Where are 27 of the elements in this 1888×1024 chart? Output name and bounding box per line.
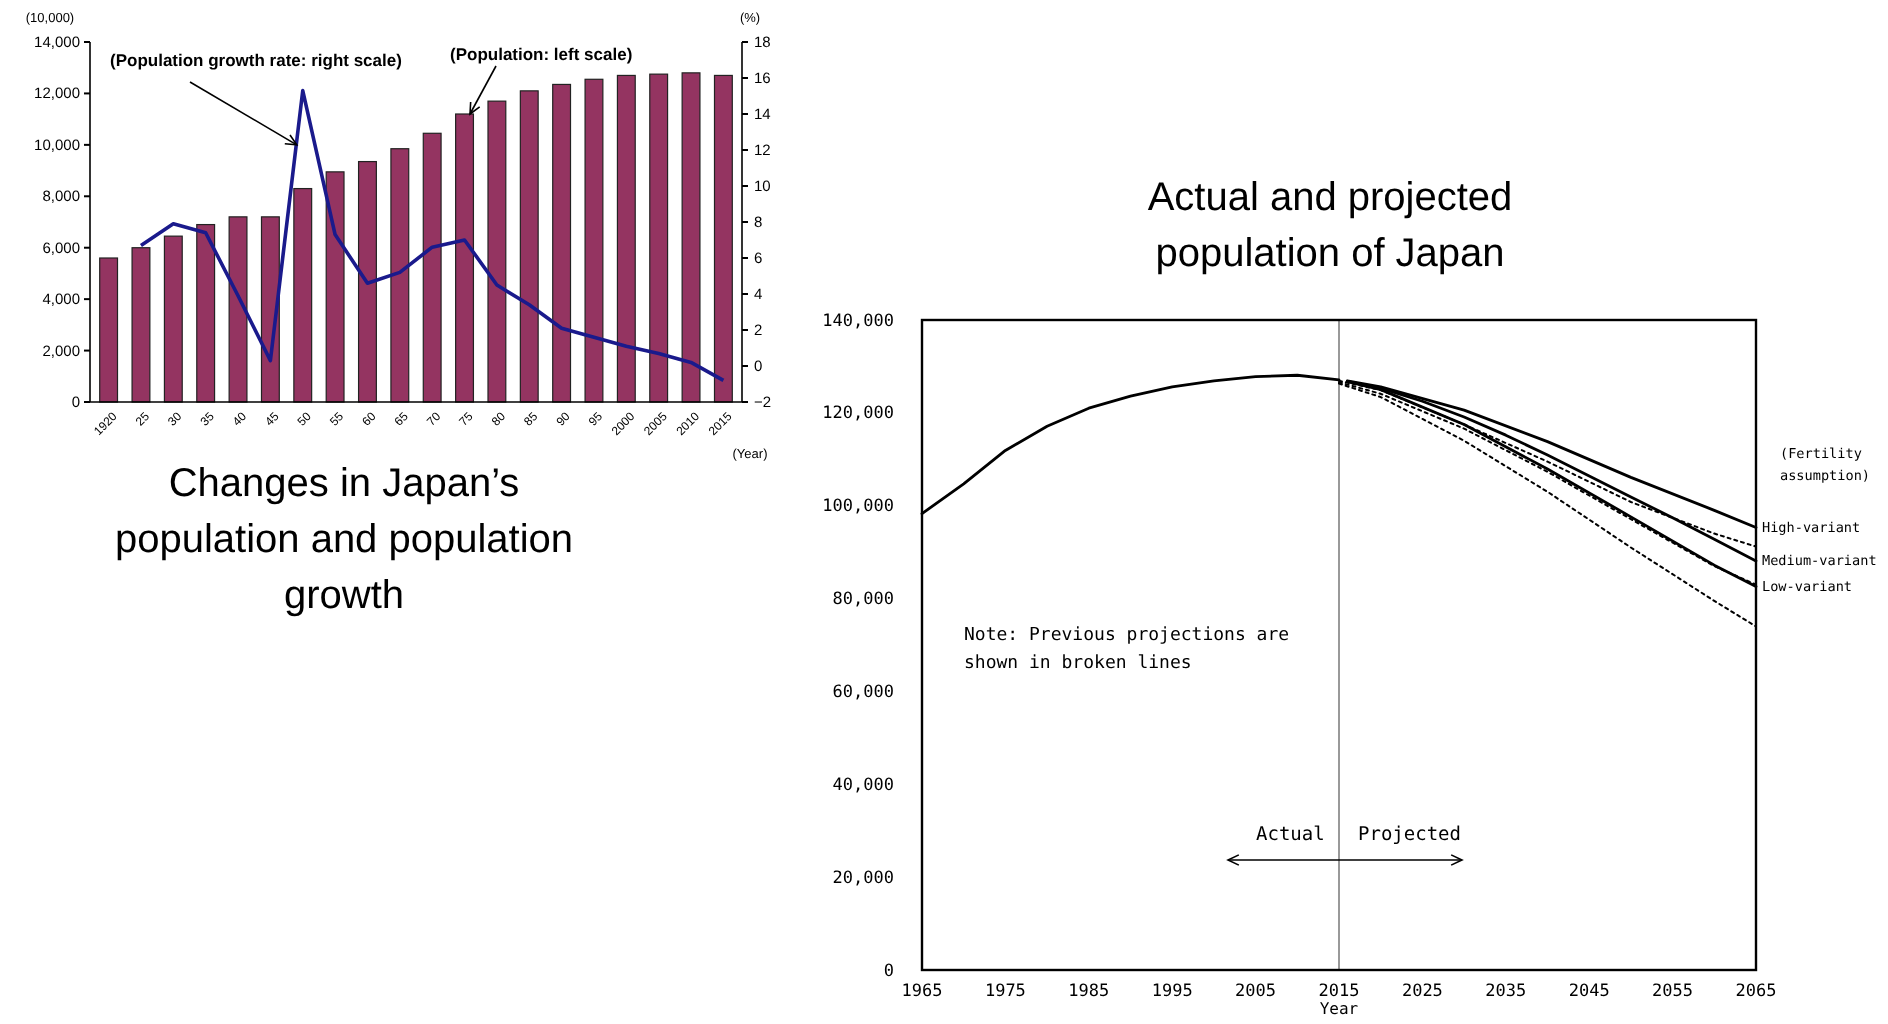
x-tick-label: 1995: [1151, 982, 1193, 1002]
x-tick-label: 2025: [1401, 982, 1443, 1002]
x-tick-label: 2015: [1318, 982, 1360, 1002]
annotation: (Population: left scale): [450, 44, 633, 64]
y-tick-label: 40,000: [832, 775, 894, 796]
y-tick-label: 100,000: [822, 497, 894, 518]
y-tick-label: 60,000: [832, 683, 894, 704]
y-tick-label: 120,000: [822, 404, 894, 425]
y-tick-label: 80,000: [832, 590, 894, 611]
y-tick-label: 20,000: [832, 868, 894, 889]
annotation: Projected: [1358, 824, 1461, 846]
x-tick-label: 2005: [1235, 982, 1277, 1002]
annotation: (Population growth rate: right scale): [110, 50, 403, 70]
x-tick-label: 1985: [1068, 982, 1110, 1002]
text: Changes in Japan’s population and population growth: [114, 462, 574, 618]
x-tick-label: 2065: [1735, 982, 1777, 1002]
y-tick-label: 0: [883, 961, 894, 982]
chart-title: Actual and projected population of Japan: [1147, 176, 1513, 276]
annotation: Actual: [1256, 824, 1325, 846]
x-tick-label: 2055: [1652, 982, 1694, 1002]
x-tick-label: 1965: [901, 982, 943, 1002]
x-tick-label: 1975: [984, 982, 1026, 1002]
annotation: Note: Previous projections are shown in broken lines: [964, 626, 1290, 674]
x-tick-label: 2035: [1485, 982, 1527, 1002]
x-tick-label: 2045: [1568, 982, 1610, 1002]
y-tick-label: 140,000: [822, 311, 894, 332]
x-axis-title: Year: [1319, 1000, 1359, 1018]
